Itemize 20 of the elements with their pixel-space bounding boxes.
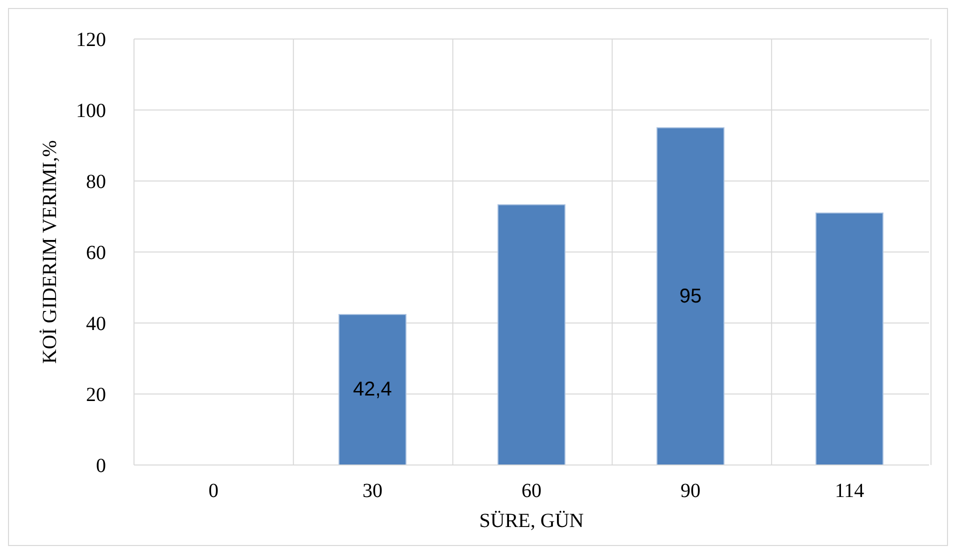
y-tick-label: 120 <box>76 29 106 52</box>
y-tick-label: 20 <box>86 384 106 406</box>
y-tick-label: 60 <box>86 242 106 264</box>
bar <box>816 212 884 465</box>
bar <box>656 127 724 465</box>
x-tick-label: 0 <box>208 480 218 502</box>
y-axis-title: KOİ GIDERIM VERIMI,% <box>39 140 62 364</box>
x-tick-label: 90 <box>680 480 700 502</box>
y-tick-label: 0 <box>96 455 106 478</box>
y-tick-label: 100 <box>76 100 106 122</box>
data-label: 42,4 <box>353 378 392 401</box>
bar <box>498 204 566 465</box>
y-tick-label: 40 <box>86 313 106 336</box>
bar <box>338 314 406 465</box>
x-tick-label: 30 <box>362 480 382 502</box>
y-tick-label: 80 <box>86 171 106 194</box>
x-axis-title: SÜRE, GÜN <box>479 510 584 532</box>
x-tick-label: 114 <box>834 480 864 502</box>
x-tick-label: 60 <box>522 480 542 502</box>
data-label: 95 <box>679 285 702 308</box>
